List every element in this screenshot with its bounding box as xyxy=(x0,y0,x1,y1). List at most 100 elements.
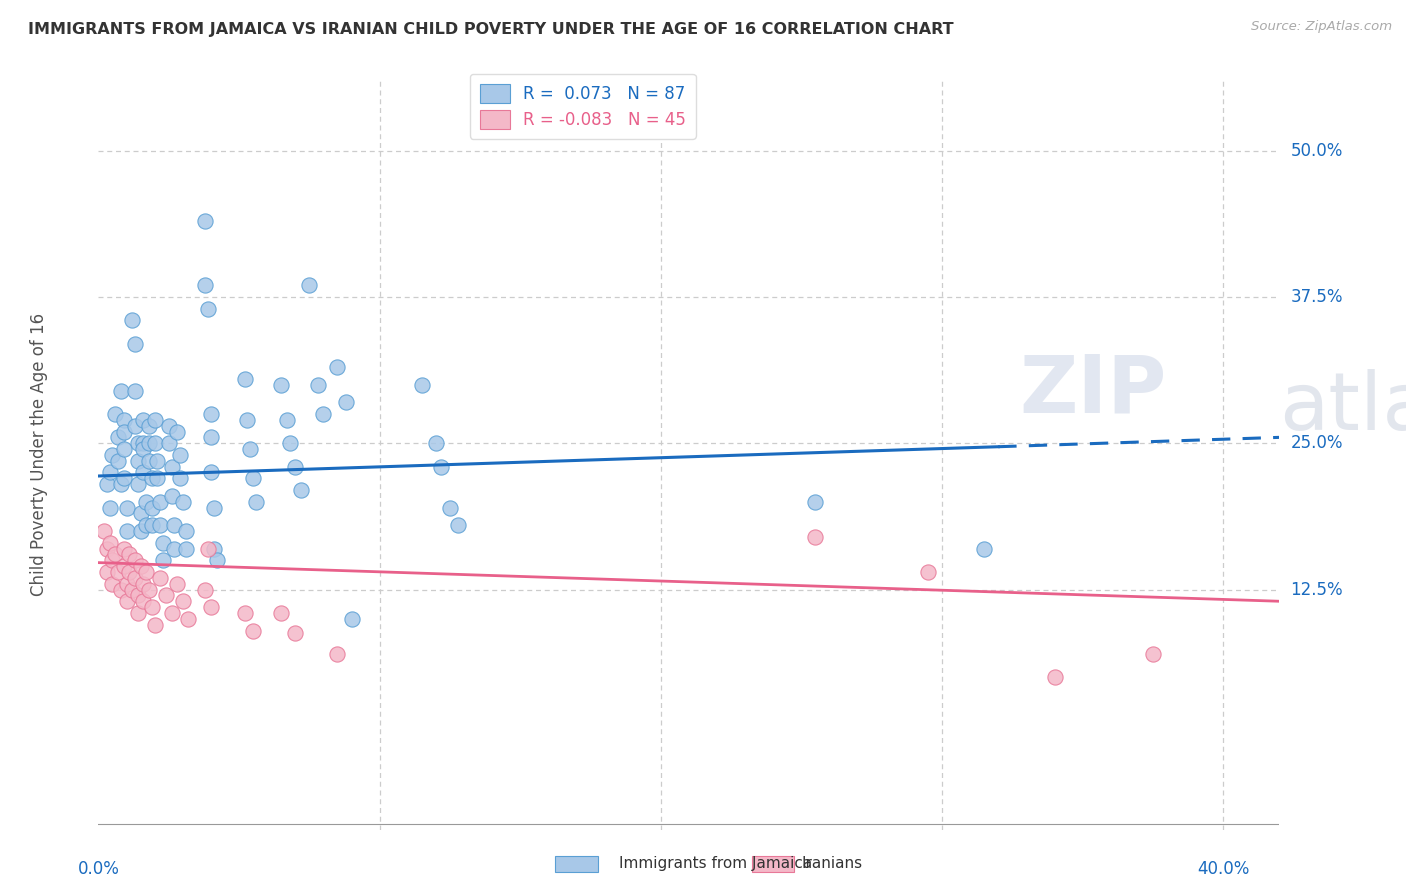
Point xyxy=(242,471,264,485)
Point xyxy=(143,413,166,427)
Point xyxy=(157,418,180,433)
Point xyxy=(129,507,152,521)
Point xyxy=(202,500,225,515)
Point xyxy=(93,524,115,538)
Point xyxy=(197,301,219,316)
Point xyxy=(112,541,135,556)
Text: 40.0%: 40.0% xyxy=(1197,860,1250,878)
Point xyxy=(149,518,172,533)
Point xyxy=(149,494,172,508)
Point xyxy=(101,553,124,567)
Point xyxy=(411,377,433,392)
Text: 50.0%: 50.0% xyxy=(1291,142,1343,160)
Point xyxy=(307,377,329,392)
Point xyxy=(112,413,135,427)
Point xyxy=(127,589,149,603)
Point xyxy=(197,541,219,556)
Point xyxy=(135,565,157,579)
Point xyxy=(166,425,188,439)
Point xyxy=(270,606,292,620)
Point xyxy=(160,606,183,620)
Point xyxy=(101,576,124,591)
Point xyxy=(110,582,132,597)
Text: Source: ZipAtlas.com: Source: ZipAtlas.com xyxy=(1251,20,1392,33)
Point xyxy=(160,489,183,503)
Point xyxy=(312,407,335,421)
Point xyxy=(132,576,155,591)
Point xyxy=(163,541,186,556)
Point xyxy=(1043,670,1066,684)
Point xyxy=(430,459,453,474)
Point xyxy=(96,565,118,579)
Point xyxy=(107,454,129,468)
Text: atlas: atlas xyxy=(1279,369,1406,447)
Point xyxy=(115,594,138,608)
Text: IMMIGRANTS FROM JAMAICA VS IRANIAN CHILD POVERTY UNDER THE AGE OF 16 CORRELATION: IMMIGRANTS FROM JAMAICA VS IRANIAN CHILD… xyxy=(28,22,953,37)
Point xyxy=(112,442,135,456)
Point xyxy=(157,436,180,450)
Point xyxy=(112,471,135,485)
Point xyxy=(202,541,225,556)
Point xyxy=(104,548,127,562)
Point xyxy=(141,600,163,615)
Point xyxy=(804,530,827,544)
Point xyxy=(132,413,155,427)
Point xyxy=(132,594,155,608)
Point xyxy=(138,436,160,450)
Point xyxy=(135,518,157,533)
Point xyxy=(166,576,188,591)
Point xyxy=(110,477,132,491)
Point xyxy=(141,500,163,515)
Point xyxy=(233,372,256,386)
Point xyxy=(110,384,132,398)
Point xyxy=(112,425,135,439)
Text: Child Poverty Under the Age of 16: Child Poverty Under the Age of 16 xyxy=(31,313,48,597)
Point xyxy=(149,571,172,585)
Point xyxy=(138,418,160,433)
Point xyxy=(200,407,222,421)
Point xyxy=(129,559,152,574)
Point xyxy=(135,494,157,508)
Point xyxy=(284,626,307,640)
Point xyxy=(143,617,166,632)
Point xyxy=(425,436,447,450)
Point xyxy=(172,494,194,508)
Point xyxy=(152,553,174,567)
Point xyxy=(124,553,146,567)
Point xyxy=(98,466,121,480)
Point xyxy=(104,407,127,421)
Point xyxy=(118,565,141,579)
Point xyxy=(121,582,143,597)
Point xyxy=(127,436,149,450)
Point xyxy=(132,436,155,450)
Point xyxy=(439,500,461,515)
Point xyxy=(129,524,152,538)
Point xyxy=(152,535,174,549)
Point xyxy=(174,524,197,538)
Point xyxy=(127,454,149,468)
Point xyxy=(160,459,183,474)
Point xyxy=(270,377,292,392)
Point xyxy=(163,518,186,533)
Point xyxy=(124,384,146,398)
Point xyxy=(804,494,827,508)
Point xyxy=(118,548,141,562)
Point xyxy=(138,582,160,597)
Point xyxy=(194,582,217,597)
Point xyxy=(124,336,146,351)
Point xyxy=(236,413,259,427)
Point xyxy=(132,442,155,456)
Point xyxy=(245,494,267,508)
Point xyxy=(340,612,363,626)
Text: 0.0%: 0.0% xyxy=(77,860,120,878)
Point xyxy=(124,571,146,585)
Point xyxy=(107,565,129,579)
Point xyxy=(143,436,166,450)
Point xyxy=(98,535,121,549)
Point xyxy=(200,466,222,480)
Point xyxy=(107,430,129,444)
Point xyxy=(298,278,321,293)
Point xyxy=(326,360,349,375)
Point xyxy=(290,483,312,497)
Point xyxy=(115,524,138,538)
